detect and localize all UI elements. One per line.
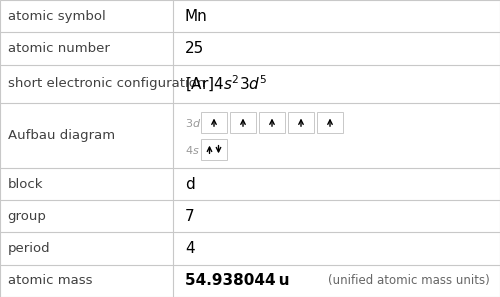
Text: block: block [8, 178, 43, 190]
Text: atomic number: atomic number [8, 42, 110, 55]
Bar [201, 139, 227, 160]
Text: 25: 25 [185, 41, 204, 56]
Text: Mn: Mn [185, 9, 208, 24]
Text: atomic symbol: atomic symbol [8, 10, 105, 23]
Bar [230, 112, 256, 133]
Text: Aufbau diagram: Aufbau diagram [8, 129, 115, 142]
Text: atomic mass: atomic mass [8, 274, 92, 287]
Text: (unified atomic mass units): (unified atomic mass units) [328, 274, 489, 287]
Bar [288, 112, 314, 133]
Text: 7: 7 [185, 209, 194, 224]
Text: 4: 4 [185, 241, 194, 256]
Text: d: d [185, 176, 195, 192]
Text: short electronic configuration: short electronic configuration [8, 78, 205, 90]
Bar [317, 112, 343, 133]
Text: $4s$: $4s$ [185, 144, 200, 156]
Text: period: period [8, 242, 50, 255]
Text: group: group [8, 210, 46, 223]
Text: $3d$: $3d$ [185, 117, 201, 129]
Text: 54.938044 u: 54.938044 u [185, 273, 290, 288]
Bar [259, 112, 285, 133]
Bar [201, 112, 227, 133]
Text: $\mathregular{[Ar]4}s^{\mathregular{2}}\mathregular{3}d^{\mathregular{5}}$: $\mathregular{[Ar]4}s^{\mathregular{2}}\… [185, 74, 268, 94]
